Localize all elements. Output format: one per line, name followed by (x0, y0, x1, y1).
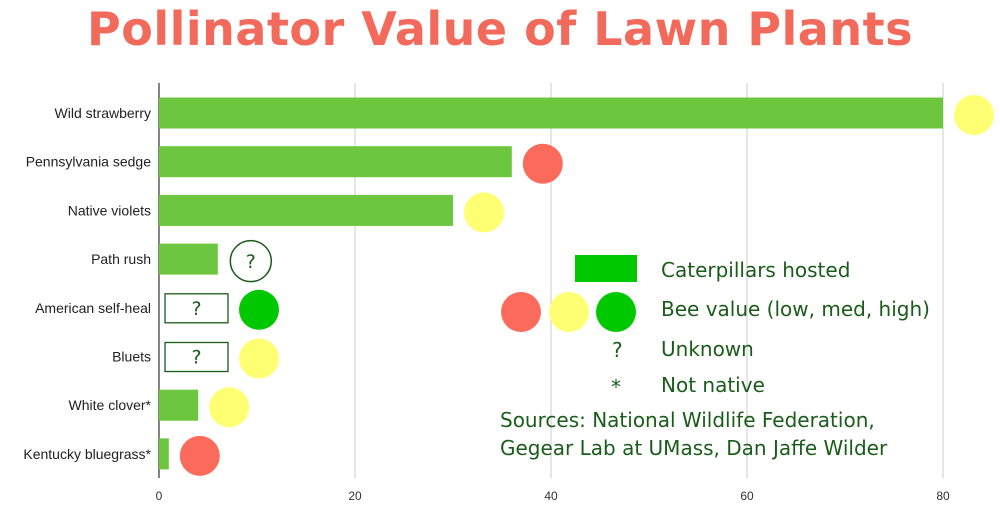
bar (159, 194, 453, 226)
x-tick-label: 40 (544, 489, 558, 503)
bar (159, 97, 943, 129)
category-label: Kentucky bluegrass* (23, 446, 151, 462)
legend-bee-low-swatch (501, 292, 541, 332)
unknown-value-box (164, 293, 229, 324)
legend-unknown-label: Unknown (661, 337, 754, 361)
legend-bee-value-label: Bee value (low, med, high) (661, 297, 930, 321)
bee-value-unknown-mark: ? (246, 251, 256, 273)
x-tick-label: 60 (740, 489, 754, 503)
legend-not-native-symbol: * (611, 375, 621, 399)
bee-value-unknown-marker (229, 239, 273, 283)
bee-value-marker (239, 289, 279, 330)
category-label: American self-heal (35, 300, 151, 316)
bee-value-marker (209, 387, 250, 428)
unknown-value-mark: ? (191, 298, 201, 320)
legend-not-native-label: Not native (661, 373, 765, 397)
bee-value-marker (464, 192, 504, 233)
bee-value-marker (179, 435, 220, 476)
unknown-value-box (164, 341, 229, 373)
legend: Caterpillars hosted Bee value (low, med,… (501, 255, 930, 399)
sources-line-1: Sources: National Wildlife Federation, (500, 408, 875, 432)
legend-bee-high-swatch (596, 292, 636, 332)
bee-value-marker (954, 95, 994, 135)
unknown-value-mark: ? (191, 347, 201, 369)
legend-unknown-symbol: ? (612, 338, 623, 362)
category-label: Path rush (91, 251, 151, 267)
legend-bee-med-swatch (549, 292, 589, 332)
bee-value-marker (522, 143, 563, 184)
sources-line-2: Gegear Lab at UMass, Dan Jaffe Wilder (500, 436, 888, 460)
x-tick-label: 20 (348, 489, 362, 503)
bee-value-marker (239, 338, 279, 379)
bar (159, 243, 218, 275)
legend-caterpillar-swatch (575, 255, 637, 282)
category-label: Pennsylvania sedge (26, 154, 152, 170)
category-label: Wild strawberry (55, 105, 151, 121)
bar (159, 438, 169, 470)
x-tick-label: 80 (936, 489, 950, 503)
category-label: Bluets (112, 349, 151, 365)
legend-caterpillars-label: Caterpillars hosted (661, 258, 850, 282)
category-label: Native violets (68, 202, 151, 218)
x-tick-label: 0 (156, 489, 163, 503)
category-label: White clover* (69, 397, 152, 413)
bar (159, 146, 512, 178)
bar (159, 389, 199, 421)
chart-title: Pollinator Value of Lawn Plants (87, 2, 913, 56)
